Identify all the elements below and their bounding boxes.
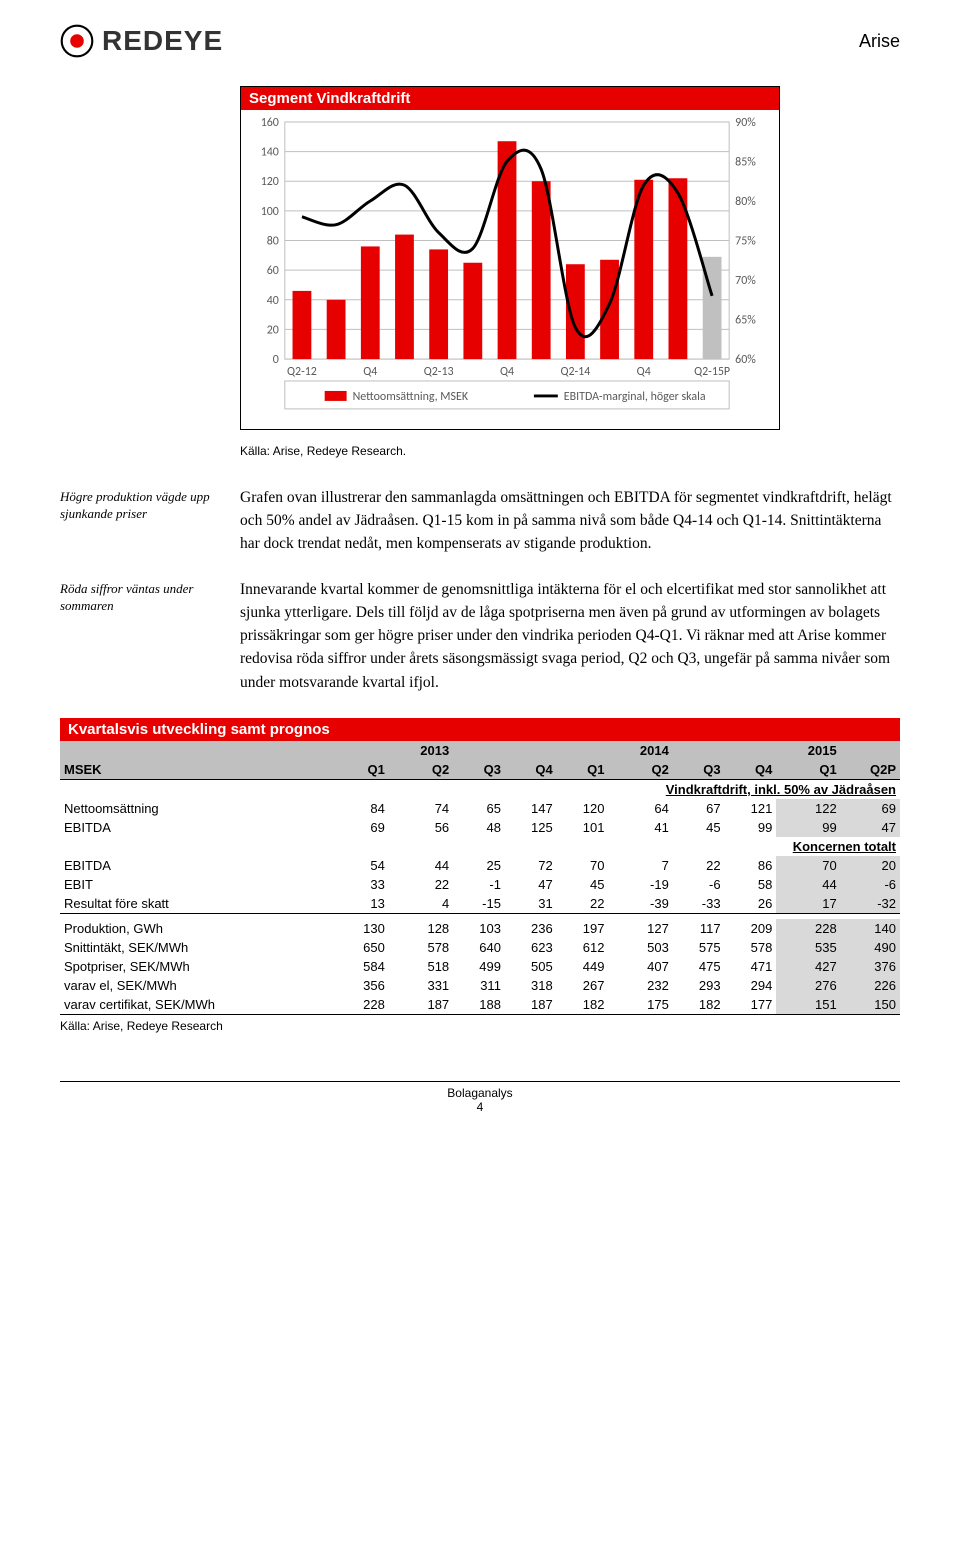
- sidenote-2: Röda siffror väntas under sommaren: [60, 578, 220, 694]
- page-header: REDEYE Arise: [60, 24, 900, 58]
- svg-text:140: 140: [261, 146, 279, 160]
- chart-title: Segment Vindkraftdrift: [241, 87, 779, 110]
- svg-text:Q4: Q4: [500, 365, 514, 379]
- svg-text:Nettoomsättning, MSEK: Nettoomsättning, MSEK: [353, 390, 469, 404]
- svg-text:Q2-12: Q2-12: [287, 365, 317, 379]
- svg-text:Q4: Q4: [363, 365, 377, 379]
- redeye-icon: [60, 24, 94, 58]
- para1-row: Högre produktion vägde upp sjunkande pri…: [60, 486, 900, 556]
- svg-text:60: 60: [267, 264, 279, 278]
- chart-source: Källa: Arise, Redeye Research.: [240, 444, 900, 458]
- svg-text:Q4: Q4: [637, 365, 651, 379]
- body-text-2: Innevarande kvartal kommer de genomsnitt…: [240, 578, 900, 694]
- svg-text:Q2-15P: Q2-15P: [694, 365, 730, 379]
- logo: REDEYE: [60, 24, 223, 58]
- body-text-1: Grafen ovan illustrerar den sammanlagda …: [240, 486, 900, 556]
- footer-page: 4: [60, 1100, 900, 1114]
- svg-text:Q2-14: Q2-14: [560, 365, 590, 379]
- svg-text:20: 20: [267, 323, 279, 337]
- svg-text:Q2-13: Q2-13: [424, 365, 454, 379]
- quarter-table: 201320142015MSEKQ1Q2Q3Q4Q1Q2Q3Q4Q1Q2PVin…: [60, 741, 900, 1016]
- svg-text:75%: 75%: [735, 234, 756, 248]
- svg-text:0: 0: [273, 353, 279, 367]
- footer-label: Bolaganalys: [60, 1086, 900, 1100]
- svg-text:80: 80: [267, 234, 279, 248]
- svg-text:100: 100: [261, 205, 279, 219]
- svg-text:70%: 70%: [735, 274, 756, 288]
- table-block: Kvartalsvis utveckling samt prognos 2013…: [60, 718, 900, 1016]
- chart-svg: 0 20 40 60 80 100 120 140 160 60% 65% 70% 75% 80% 85% 9…: [241, 110, 779, 429]
- svg-text:160: 160: [261, 116, 279, 130]
- para2-row: Röda siffror väntas under sommaren Innev…: [60, 578, 900, 694]
- page-footer: Bolaganalys 4: [60, 1081, 900, 1114]
- chart-block: Segment Vindkraftdrift 0 20 40 60 80 100 120 14…: [240, 86, 780, 430]
- svg-text:EBITDA-marginal, höger skala: EBITDA-marginal, höger skala: [564, 390, 706, 404]
- svg-text:120: 120: [261, 175, 279, 189]
- sidenote-1: Högre produktion vägde upp sjunkande pri…: [60, 486, 220, 556]
- svg-text:90%: 90%: [735, 116, 756, 130]
- table-source: Källa: Arise, Redeye Research: [60, 1019, 900, 1033]
- table-title: Kvartalsvis utveckling samt prognos: [60, 718, 900, 741]
- logo-text: REDEYE: [102, 25, 223, 57]
- svg-text:85%: 85%: [735, 155, 756, 169]
- svg-text:80%: 80%: [735, 195, 756, 209]
- svg-text:60%: 60%: [735, 353, 756, 367]
- company-name: Arise: [859, 31, 900, 52]
- svg-text:40: 40: [267, 294, 279, 308]
- svg-text:65%: 65%: [735, 314, 756, 328]
